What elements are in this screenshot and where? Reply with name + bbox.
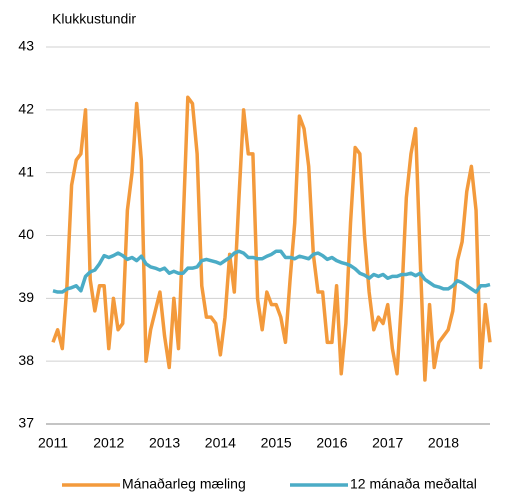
x-tick-label: 2014 bbox=[205, 435, 236, 451]
x-tick-label: 2017 bbox=[372, 435, 403, 451]
y-tick-label: 43 bbox=[18, 38, 34, 54]
series-line bbox=[52, 249, 491, 294]
y-tick-label: 38 bbox=[18, 352, 34, 368]
legend-label: Mánaðarleg mæling bbox=[122, 476, 246, 492]
x-tick-label: 2011 bbox=[38, 435, 68, 451]
legend-label: 12 mánaða meðaltal bbox=[350, 476, 477, 492]
y-tick-label: 41 bbox=[18, 163, 34, 179]
x-tick-label: 2015 bbox=[261, 435, 292, 451]
y-tick-label: 42 bbox=[18, 101, 34, 117]
y-tick-label: 37 bbox=[18, 415, 34, 431]
x-tick-label: 2018 bbox=[428, 435, 459, 451]
y-tick-label: 39 bbox=[18, 289, 34, 305]
x-tick-label: 2016 bbox=[316, 435, 347, 451]
y-axis-label: Klukkustundir bbox=[52, 11, 136, 27]
x-tick-label: 2012 bbox=[93, 435, 124, 451]
x-tick-label: 2013 bbox=[149, 435, 180, 451]
y-tick-label: 40 bbox=[18, 226, 34, 242]
series-line bbox=[51, 95, 492, 382]
